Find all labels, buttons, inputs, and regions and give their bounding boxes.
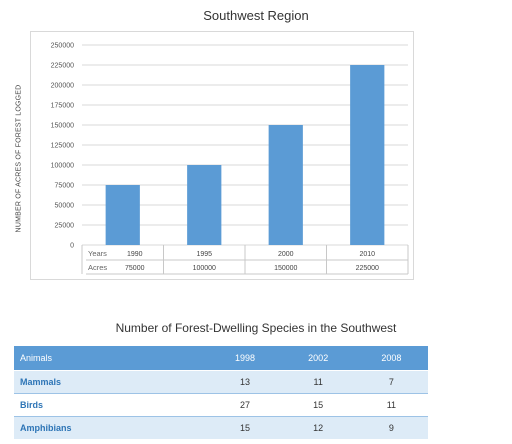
table-title: Number of Forest-Dwelling Species in the… bbox=[115, 321, 397, 335]
bar bbox=[105, 185, 140, 245]
bar bbox=[187, 165, 222, 245]
header-cell: 1998 bbox=[208, 346, 282, 371]
table-row: Amphibians 15 12 9 bbox=[14, 416, 428, 439]
table-cell: 9 bbox=[354, 416, 428, 439]
animal-name: Mammals bbox=[14, 370, 209, 394]
chart-title: Southwest Region bbox=[203, 8, 309, 23]
x-category-label: 2010 bbox=[359, 251, 375, 258]
table-cell: 15 bbox=[281, 393, 355, 417]
table-cell: 27 bbox=[208, 393, 282, 417]
table-row: Birds 27 15 11 bbox=[14, 393, 428, 417]
table-cell: 13 bbox=[208, 370, 282, 394]
bar bbox=[268, 125, 303, 245]
data-table-value: 75000 bbox=[125, 265, 145, 272]
y-tick-label: 150000 bbox=[51, 123, 74, 130]
table-cell: 12 bbox=[281, 416, 355, 439]
x-category-label: 2000 bbox=[278, 251, 294, 258]
data-table-row-label: Years bbox=[88, 249, 107, 258]
y-tick-label: 0 bbox=[70, 243, 74, 250]
y-tick-label: 100000 bbox=[51, 163, 74, 170]
x-category-label: 1990 bbox=[127, 251, 143, 258]
table-cell: 15 bbox=[208, 416, 282, 439]
animal-name: Amphibians bbox=[14, 416, 209, 439]
data-table-value: 150000 bbox=[274, 265, 297, 272]
chart-area bbox=[30, 31, 414, 280]
data-table-value: 100000 bbox=[193, 265, 216, 272]
y-tick-label: 225000 bbox=[51, 63, 74, 70]
y-tick-label: 75000 bbox=[55, 183, 75, 190]
data-table-row-label: Acres bbox=[88, 263, 107, 272]
y-tick-label: 25000 bbox=[55, 223, 75, 230]
data-table-value: 225000 bbox=[356, 265, 379, 272]
table-header-row: Animals 1998 2002 2008 bbox=[14, 346, 428, 371]
bar bbox=[350, 65, 385, 245]
bar-chart: 0 25000 50000 75000 100000 125000 150000 175000… bbox=[51, 43, 409, 275]
header-cell: 2008 bbox=[354, 346, 428, 371]
header-cell: Animals bbox=[14, 346, 209, 371]
x-category-label: 1995 bbox=[196, 251, 212, 258]
animal-name: Birds bbox=[14, 393, 209, 417]
table-cell: 11 bbox=[354, 393, 428, 417]
table-row: Mammals 13 11 7 bbox=[14, 370, 428, 394]
y-tick-label: 125000 bbox=[51, 143, 74, 150]
table-cell: 7 bbox=[354, 370, 428, 394]
species-table: Animals 1998 2002 2008 Mammals 13 11 7 B… bbox=[14, 346, 428, 439]
y-tick-label: 50000 bbox=[55, 203, 75, 210]
header-cell: 2002 bbox=[281, 346, 355, 371]
y-tick-label: 200000 bbox=[51, 83, 74, 90]
y-tick-label: 250000 bbox=[51, 43, 74, 50]
y-tick-label: 175000 bbox=[51, 103, 74, 110]
table-cell: 11 bbox=[281, 370, 355, 394]
